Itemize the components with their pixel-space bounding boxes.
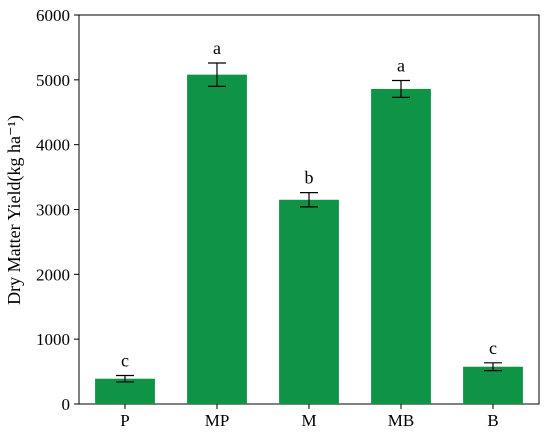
bar-mb [371, 88, 431, 404]
y-tick-label: 6000 [36, 6, 70, 25]
y-tick-label: 4000 [36, 136, 70, 155]
bar-b [463, 366, 523, 404]
bar-p [95, 378, 155, 404]
y-tick-label: 2000 [36, 265, 70, 284]
significance-label-p: c [121, 350, 129, 370]
significance-label-m: b [305, 168, 314, 188]
y-tick-label: 3000 [36, 201, 70, 220]
x-axis-ticks: P MP M MB B [120, 404, 499, 430]
x-tick-label-mb: MB [388, 411, 414, 430]
bars-group: c a b a c [95, 38, 523, 404]
significance-label-mb: a [397, 55, 405, 75]
significance-label-mp: a [213, 38, 221, 58]
x-tick-label-p: P [120, 411, 129, 430]
x-tick-label-m: M [301, 411, 316, 430]
significance-label-b: c [489, 338, 497, 358]
y-tick-label: 1000 [36, 330, 70, 349]
x-tick-label-b: B [487, 411, 498, 430]
y-axis-label: Dry Matter Yield(kg ha⁻¹) [4, 115, 25, 305]
y-tick-label: 0 [62, 395, 71, 414]
y-axis-ticks: 0 1000 2000 3000 4000 5000 6000 [36, 6, 79, 414]
x-tick-label-mp: MP [205, 411, 230, 430]
bar-mp [187, 74, 247, 404]
bar-m [279, 199, 339, 404]
y-tick-label: 5000 [36, 71, 70, 90]
